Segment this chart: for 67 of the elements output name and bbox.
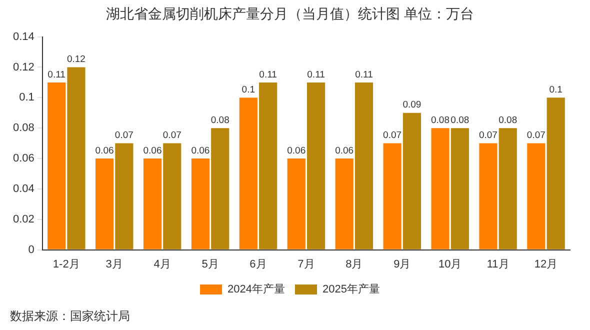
data-label: 0.08 (210, 114, 230, 126)
y-tick-label: 0.06 (12, 152, 34, 165)
x-tick-label: 9月 (394, 258, 411, 270)
data-label: 0.06 (95, 145, 114, 156)
x-tick-label: 12月 (534, 258, 558, 270)
data-label: 0.06 (143, 145, 162, 156)
bar (211, 128, 230, 250)
data-label: 0.1 (242, 84, 256, 96)
bar (479, 143, 498, 250)
data-label: 0.12 (66, 54, 86, 66)
y-tick-label: 0.1 (19, 92, 34, 104)
bar (48, 82, 66, 250)
bar (67, 67, 86, 250)
y-tick-label: 0.08 (12, 122, 34, 134)
bar (163, 143, 182, 250)
y-tick-label: 0.04 (12, 182, 34, 195)
y-tick-label: 0.14 (12, 30, 34, 43)
x-tick-label: 5月 (202, 258, 219, 270)
bar (306, 82, 326, 250)
y-tick-label: 0.12 (12, 61, 34, 74)
bar (287, 158, 306, 250)
bar (498, 128, 517, 250)
x-tick-label: 3月 (106, 258, 123, 270)
data-label: 0.11 (355, 69, 373, 80)
bar (527, 143, 546, 250)
data-label: 0.09 (402, 100, 422, 111)
data-label: 0.08 (450, 114, 470, 126)
x-tick-label: 11月 (486, 258, 510, 270)
legend-label: 2025年产量 (322, 282, 380, 296)
data-label: 0.06 (191, 145, 210, 156)
data-label: 0.07 (162, 130, 182, 142)
x-tick-label: 7月 (298, 258, 315, 270)
bar (402, 112, 422, 250)
bar (383, 143, 402, 250)
data-label: 0.11 (307, 69, 325, 80)
bar (239, 98, 258, 250)
bar (546, 98, 565, 250)
chart-title: 湖北省金属切削机床产量分月（当月值）统计图 单位：万台 (106, 5, 474, 22)
bar (143, 158, 162, 250)
y-tick-label: 0.02 (12, 213, 34, 226)
data-label: 0.08 (498, 114, 518, 126)
x-tick-label: 4月 (154, 258, 171, 270)
x-tick-label: 1-2月 (52, 258, 80, 270)
x-tick-label: 8月 (346, 258, 363, 270)
data-label: 0.07 (114, 130, 134, 142)
y-tick-label: 0 (28, 244, 34, 256)
data-label: 0.11 (259, 69, 277, 80)
legend-label: 2024年产量 (228, 282, 286, 296)
x-tick-label: 10月 (438, 258, 462, 270)
data-label: 0.07 (478, 130, 498, 142)
data-label: 0.06 (335, 145, 354, 156)
data-label: 0.08 (431, 114, 450, 126)
data-label: 0.07 (526, 130, 546, 142)
x-tick-label: 6月 (250, 258, 267, 270)
bar (354, 82, 374, 250)
source-note: 数据来源：国家统计局 (10, 308, 130, 325)
data-label: 0.07 (383, 130, 402, 142)
bar (95, 158, 114, 250)
data-label: 0.06 (287, 145, 306, 156)
bar (259, 82, 278, 250)
bar (335, 158, 354, 250)
bar (115, 143, 134, 250)
bar (450, 128, 469, 250)
bar (431, 128, 450, 250)
data-label: 0.1 (549, 84, 562, 96)
bar (191, 158, 210, 250)
data-label: 0.11 (48, 69, 66, 80)
